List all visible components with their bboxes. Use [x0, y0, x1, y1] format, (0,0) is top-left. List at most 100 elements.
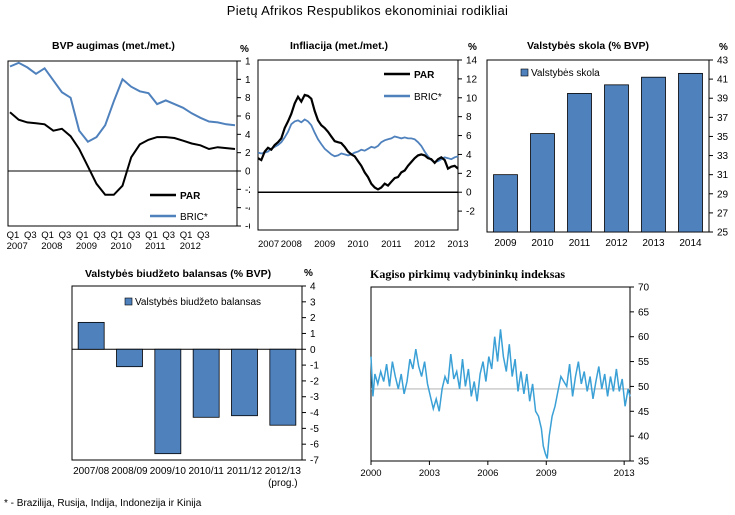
y-tick-label: 6	[245, 112, 250, 123]
pmi-chart-title: Kagiso pirkimų vadybininkų indeksas	[370, 267, 566, 281]
x-tick-label: 2009	[314, 239, 335, 250]
legend-label: BRIC*	[414, 92, 442, 103]
unit-label: %	[719, 42, 728, 53]
y-tick-label: 33	[717, 151, 729, 162]
debt-chart: 25 27 29 31 33 35 37 39 41 43% 2009 2010 2011 2012 201…	[486, 42, 729, 249]
y-tick-label: 8	[245, 93, 250, 104]
budget-chart-panel: Valstybės biudžeto balansas (% BVP) -7 -6…	[0, 266, 330, 494]
y-tick-label: 2	[466, 169, 472, 180]
bar	[493, 174, 518, 233]
pmi-chart-panel: Kagiso pirkimų vadybininkų indeksas 35 40…	[340, 266, 660, 494]
y-tick-label: 41	[717, 75, 729, 86]
x-tick-label: 2013	[614, 468, 635, 479]
y-tick-label: 4	[245, 130, 250, 141]
x-tick-label-year: 2011	[145, 241, 165, 252]
series-line-bric	[9, 61, 236, 143]
x-tick-label: 2013	[447, 239, 468, 250]
pmi-chart: 35 40 45 50 55 60 65 70 2000 2003 2006 2009 2013	[360, 283, 650, 480]
y-tick-label: 6	[466, 131, 472, 142]
series-line-bric	[257, 118, 459, 163]
series-line-par	[9, 111, 236, 196]
bar	[77, 321, 105, 350]
x-tick-label: Q3	[128, 230, 141, 241]
legend-label: BRIC*	[180, 212, 208, 223]
y-tick-label: 4	[466, 150, 472, 161]
bar	[678, 72, 703, 233]
x-tick-label: Q1	[41, 230, 54, 241]
legend-label: PAR	[180, 191, 201, 202]
x-tick-label-year: 2008	[41, 241, 62, 252]
y-tick-label: 70	[638, 283, 650, 294]
y-tick-label: 45	[638, 407, 650, 418]
x-tick-label: 2011/12	[227, 466, 263, 477]
gdp-chart-title: BVP augimas (met./met.)	[52, 40, 175, 52]
x-tick-label: 2008	[281, 239, 302, 250]
y-tick-label: -2	[466, 207, 475, 218]
y-tick-label: 65	[638, 307, 650, 318]
x-tick-label: 2014	[679, 238, 702, 249]
y-tick-label: 40	[638, 432, 650, 443]
series-line-par	[257, 93, 459, 191]
x-tick-label: 2012/13	[265, 466, 302, 477]
y-tick-label: 2	[245, 148, 250, 159]
y-tick-label: -3	[310, 392, 319, 403]
bar	[269, 348, 297, 426]
x-tick-label: 2012	[414, 239, 435, 250]
y-tick-label: 4	[310, 282, 316, 293]
x-tick-label: 2010	[531, 238, 554, 249]
y-tick-label: 35	[717, 132, 729, 143]
inflation-chart: -2 0 2 4 6 8 10 12 14% 2007 2008 2009 2010 2011 2012 20…	[257, 42, 478, 250]
y-tick-label: 10	[466, 93, 478, 104]
budget-chart-title: Valstybės biudžeto balansas (% BVP)	[85, 268, 272, 280]
y-tick-label: 37	[717, 113, 729, 124]
x-tick-label: 2011	[381, 239, 401, 250]
y-tick-label: 27	[717, 208, 729, 219]
legend-label: PAR	[414, 70, 435, 81]
plot-frame	[370, 286, 631, 462]
y-tick-label: -5	[310, 424, 319, 435]
legend-swatch	[124, 297, 133, 306]
x-tick-label: 2000	[360, 468, 381, 479]
y-tick-label: 2	[310, 313, 316, 324]
x-tick-label: Q1	[180, 230, 193, 241]
legend-label: Valstybės skola	[531, 68, 600, 79]
y-tick-label: -4	[310, 408, 319, 419]
y-tick-label: 50	[638, 382, 650, 393]
x-tick-label: Q1	[145, 230, 158, 241]
bar	[192, 348, 220, 418]
unit-label: %	[240, 44, 249, 55]
footnote: * - Brazilija, Rusija, Indija, Indonezij…	[4, 498, 202, 509]
plot-frame	[486, 59, 710, 233]
y-tick-label: 3	[310, 297, 316, 308]
y-tick-label: -7	[310, 456, 319, 467]
x-tick-label-year: 2012	[180, 241, 201, 252]
y-tick-label: 35	[638, 457, 650, 468]
y-tick-label: 1	[310, 329, 316, 340]
x-tick-label: 2010/11	[188, 466, 224, 477]
x-tick-label: Q1	[76, 230, 89, 241]
plot-frame	[71, 285, 303, 461]
y-tick-label: 39	[717, 94, 729, 105]
y-tick-label: 0	[245, 167, 250, 178]
x-tick-label: Q3	[162, 230, 175, 241]
y-tick-label: 31	[717, 170, 729, 181]
x-tick-label: 2009/10	[150, 466, 187, 477]
x-tick-label: 2009	[536, 468, 557, 479]
x-tick-sublabel: (prog.)	[268, 478, 297, 489]
x-tick-label: Q3	[59, 230, 72, 241]
debt-chart-panel: Valstybės skola (% BVP) 25 27 29 31 33 35 37 39…	[485, 38, 735, 268]
gdp-chart: -6-4-2024681012%Q12007Q3Q12008Q3Q12009Q3…	[7, 44, 257, 252]
bar	[530, 133, 555, 233]
x-tick-label: 2009	[494, 238, 517, 249]
y-tick-label: -2	[310, 376, 319, 387]
bar	[567, 93, 592, 233]
y-tick-label: 0	[310, 345, 316, 356]
x-tick-label-year: 2007	[7, 241, 28, 252]
series-line-pmi	[370, 329, 631, 459]
plot-frame	[257, 59, 459, 231]
x-tick-label: 2013	[642, 238, 665, 249]
y-tick-label: -6	[245, 222, 250, 233]
x-tick-label: Q1	[7, 230, 20, 241]
y-tick-label: 14	[466, 56, 478, 67]
x-tick-label-year: 2009	[76, 241, 97, 252]
